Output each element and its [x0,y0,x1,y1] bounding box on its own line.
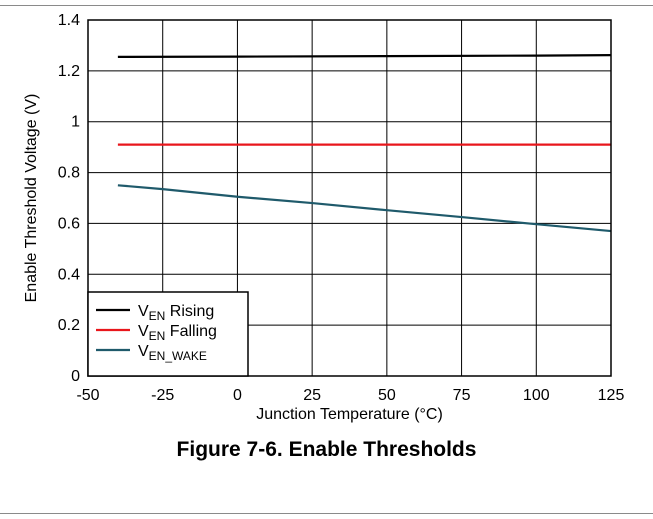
x-tick-label: 0 [233,387,242,404]
y-tick-label: 0 [71,368,80,385]
y-tick-label: 0.4 [58,266,80,283]
top-rule [0,5,653,6]
x-tick-labels: -50 -25 0 25 50 75 100 125 [76,387,624,404]
figure-caption: Figure 7-6. Enable Thresholds [176,438,477,461]
x-tick-label: 50 [378,387,396,404]
x-tick-label: -50 [76,387,99,404]
x-tick-label: 125 [598,387,625,404]
x-tick-label: 25 [303,387,321,404]
x-tick-label: -25 [151,387,174,404]
y-tick-label: 0.6 [58,215,80,232]
y-axis-label: Enable Threshold Voltage (V) [23,94,40,303]
x-tick-label: 100 [523,387,550,404]
y-tick-label: 0.2 [58,317,80,334]
y-tick-labels: 0 0.2 0.4 0.6 0.8 1 1.2 1.4 [58,12,80,385]
legend-label: VEN_WAKE [138,343,207,363]
line-chart: 0 0.2 0.4 0.6 0.8 1 1.2 1.4 -50 -25 0 25 50 75 100 125… [23,12,624,423]
legend-label: VEN Rising [138,303,214,323]
plot-frame [87,19,612,377]
bottom-rule [0,513,653,514]
legend-label: VEN Falling [138,323,217,343]
series-line [117,53,612,58]
y-tick-label: 1.2 [58,63,80,80]
legend-box [87,291,249,377]
y-tick-label: 0.8 [58,165,80,182]
x-axis-label: Junction Temperature (°C) [256,406,443,423]
grid [87,19,612,377]
y-tick-label: 1.4 [58,12,80,29]
y-tick-label: 1 [71,114,80,131]
series-lines [117,53,612,233]
x-tick-label: 75 [453,387,471,404]
series-line [117,184,612,233]
